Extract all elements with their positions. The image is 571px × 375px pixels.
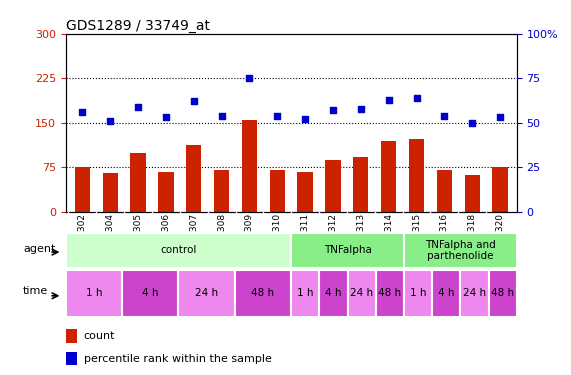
- Bar: [66, 352, 77, 365]
- Bar: [465, 175, 480, 212]
- Point: [440, 112, 449, 118]
- Bar: [242, 120, 257, 212]
- Text: 4 h: 4 h: [325, 288, 342, 298]
- Bar: [437, 170, 452, 212]
- Bar: [178, 270, 235, 317]
- Text: GDS1289 / 33749_at: GDS1289 / 33749_at: [66, 20, 210, 33]
- Point: [300, 116, 309, 122]
- Point: [468, 120, 477, 126]
- Bar: [353, 157, 368, 212]
- Text: 1 h: 1 h: [297, 288, 313, 298]
- Bar: [325, 160, 341, 212]
- Text: 24 h: 24 h: [463, 288, 486, 298]
- Point: [412, 95, 421, 101]
- Bar: [66, 270, 122, 317]
- Bar: [297, 171, 313, 212]
- Point: [384, 97, 393, 103]
- Point: [78, 109, 87, 115]
- Bar: [432, 270, 460, 317]
- Text: 24 h: 24 h: [350, 288, 373, 298]
- Bar: [492, 167, 508, 212]
- Point: [162, 114, 171, 120]
- Point: [328, 107, 337, 113]
- Bar: [291, 270, 319, 317]
- Bar: [409, 140, 424, 212]
- Text: 24 h: 24 h: [195, 288, 218, 298]
- Bar: [460, 270, 489, 317]
- Text: 48 h: 48 h: [379, 288, 401, 298]
- Text: control: control: [160, 245, 196, 255]
- Bar: [348, 270, 376, 317]
- Bar: [122, 270, 178, 317]
- Bar: [381, 141, 396, 212]
- Bar: [158, 171, 174, 212]
- Point: [189, 99, 198, 105]
- Text: count: count: [84, 331, 115, 341]
- Bar: [103, 173, 118, 212]
- Bar: [66, 329, 77, 343]
- Text: TNFalpha: TNFalpha: [324, 245, 372, 255]
- Bar: [186, 146, 202, 212]
- Point: [217, 112, 226, 118]
- Text: 4 h: 4 h: [438, 288, 455, 298]
- Text: TNFalpha and
parthenolide: TNFalpha and parthenolide: [425, 240, 496, 261]
- Text: 4 h: 4 h: [142, 288, 159, 298]
- Point: [496, 114, 505, 120]
- Text: time: time: [23, 286, 48, 296]
- Bar: [130, 153, 146, 212]
- Text: 1 h: 1 h: [410, 288, 427, 298]
- Text: agent: agent: [23, 243, 55, 254]
- Text: 48 h: 48 h: [251, 288, 275, 298]
- Point: [134, 104, 143, 110]
- Text: 48 h: 48 h: [491, 288, 514, 298]
- Bar: [489, 270, 517, 317]
- Bar: [404, 270, 432, 317]
- Point: [106, 118, 115, 124]
- Bar: [75, 167, 90, 212]
- Text: percentile rank within the sample: percentile rank within the sample: [84, 354, 272, 364]
- Bar: [214, 170, 229, 212]
- Bar: [235, 270, 291, 317]
- Bar: [376, 270, 404, 317]
- Bar: [270, 170, 285, 212]
- Point: [273, 112, 282, 118]
- Point: [245, 75, 254, 81]
- Bar: [291, 232, 404, 268]
- Point: [356, 106, 365, 112]
- Bar: [404, 232, 517, 268]
- Text: 1 h: 1 h: [86, 288, 102, 298]
- Bar: [319, 270, 348, 317]
- Bar: [66, 232, 291, 268]
